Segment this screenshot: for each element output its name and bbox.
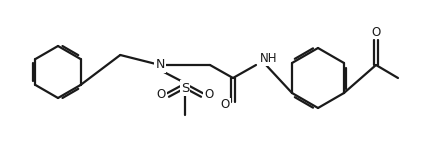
Text: O: O (156, 88, 165, 102)
Text: N: N (155, 58, 165, 72)
Text: O: O (220, 99, 229, 111)
Text: O: O (204, 88, 213, 102)
Text: O: O (371, 26, 381, 39)
Text: S: S (181, 81, 189, 94)
Text: NH: NH (260, 52, 277, 66)
